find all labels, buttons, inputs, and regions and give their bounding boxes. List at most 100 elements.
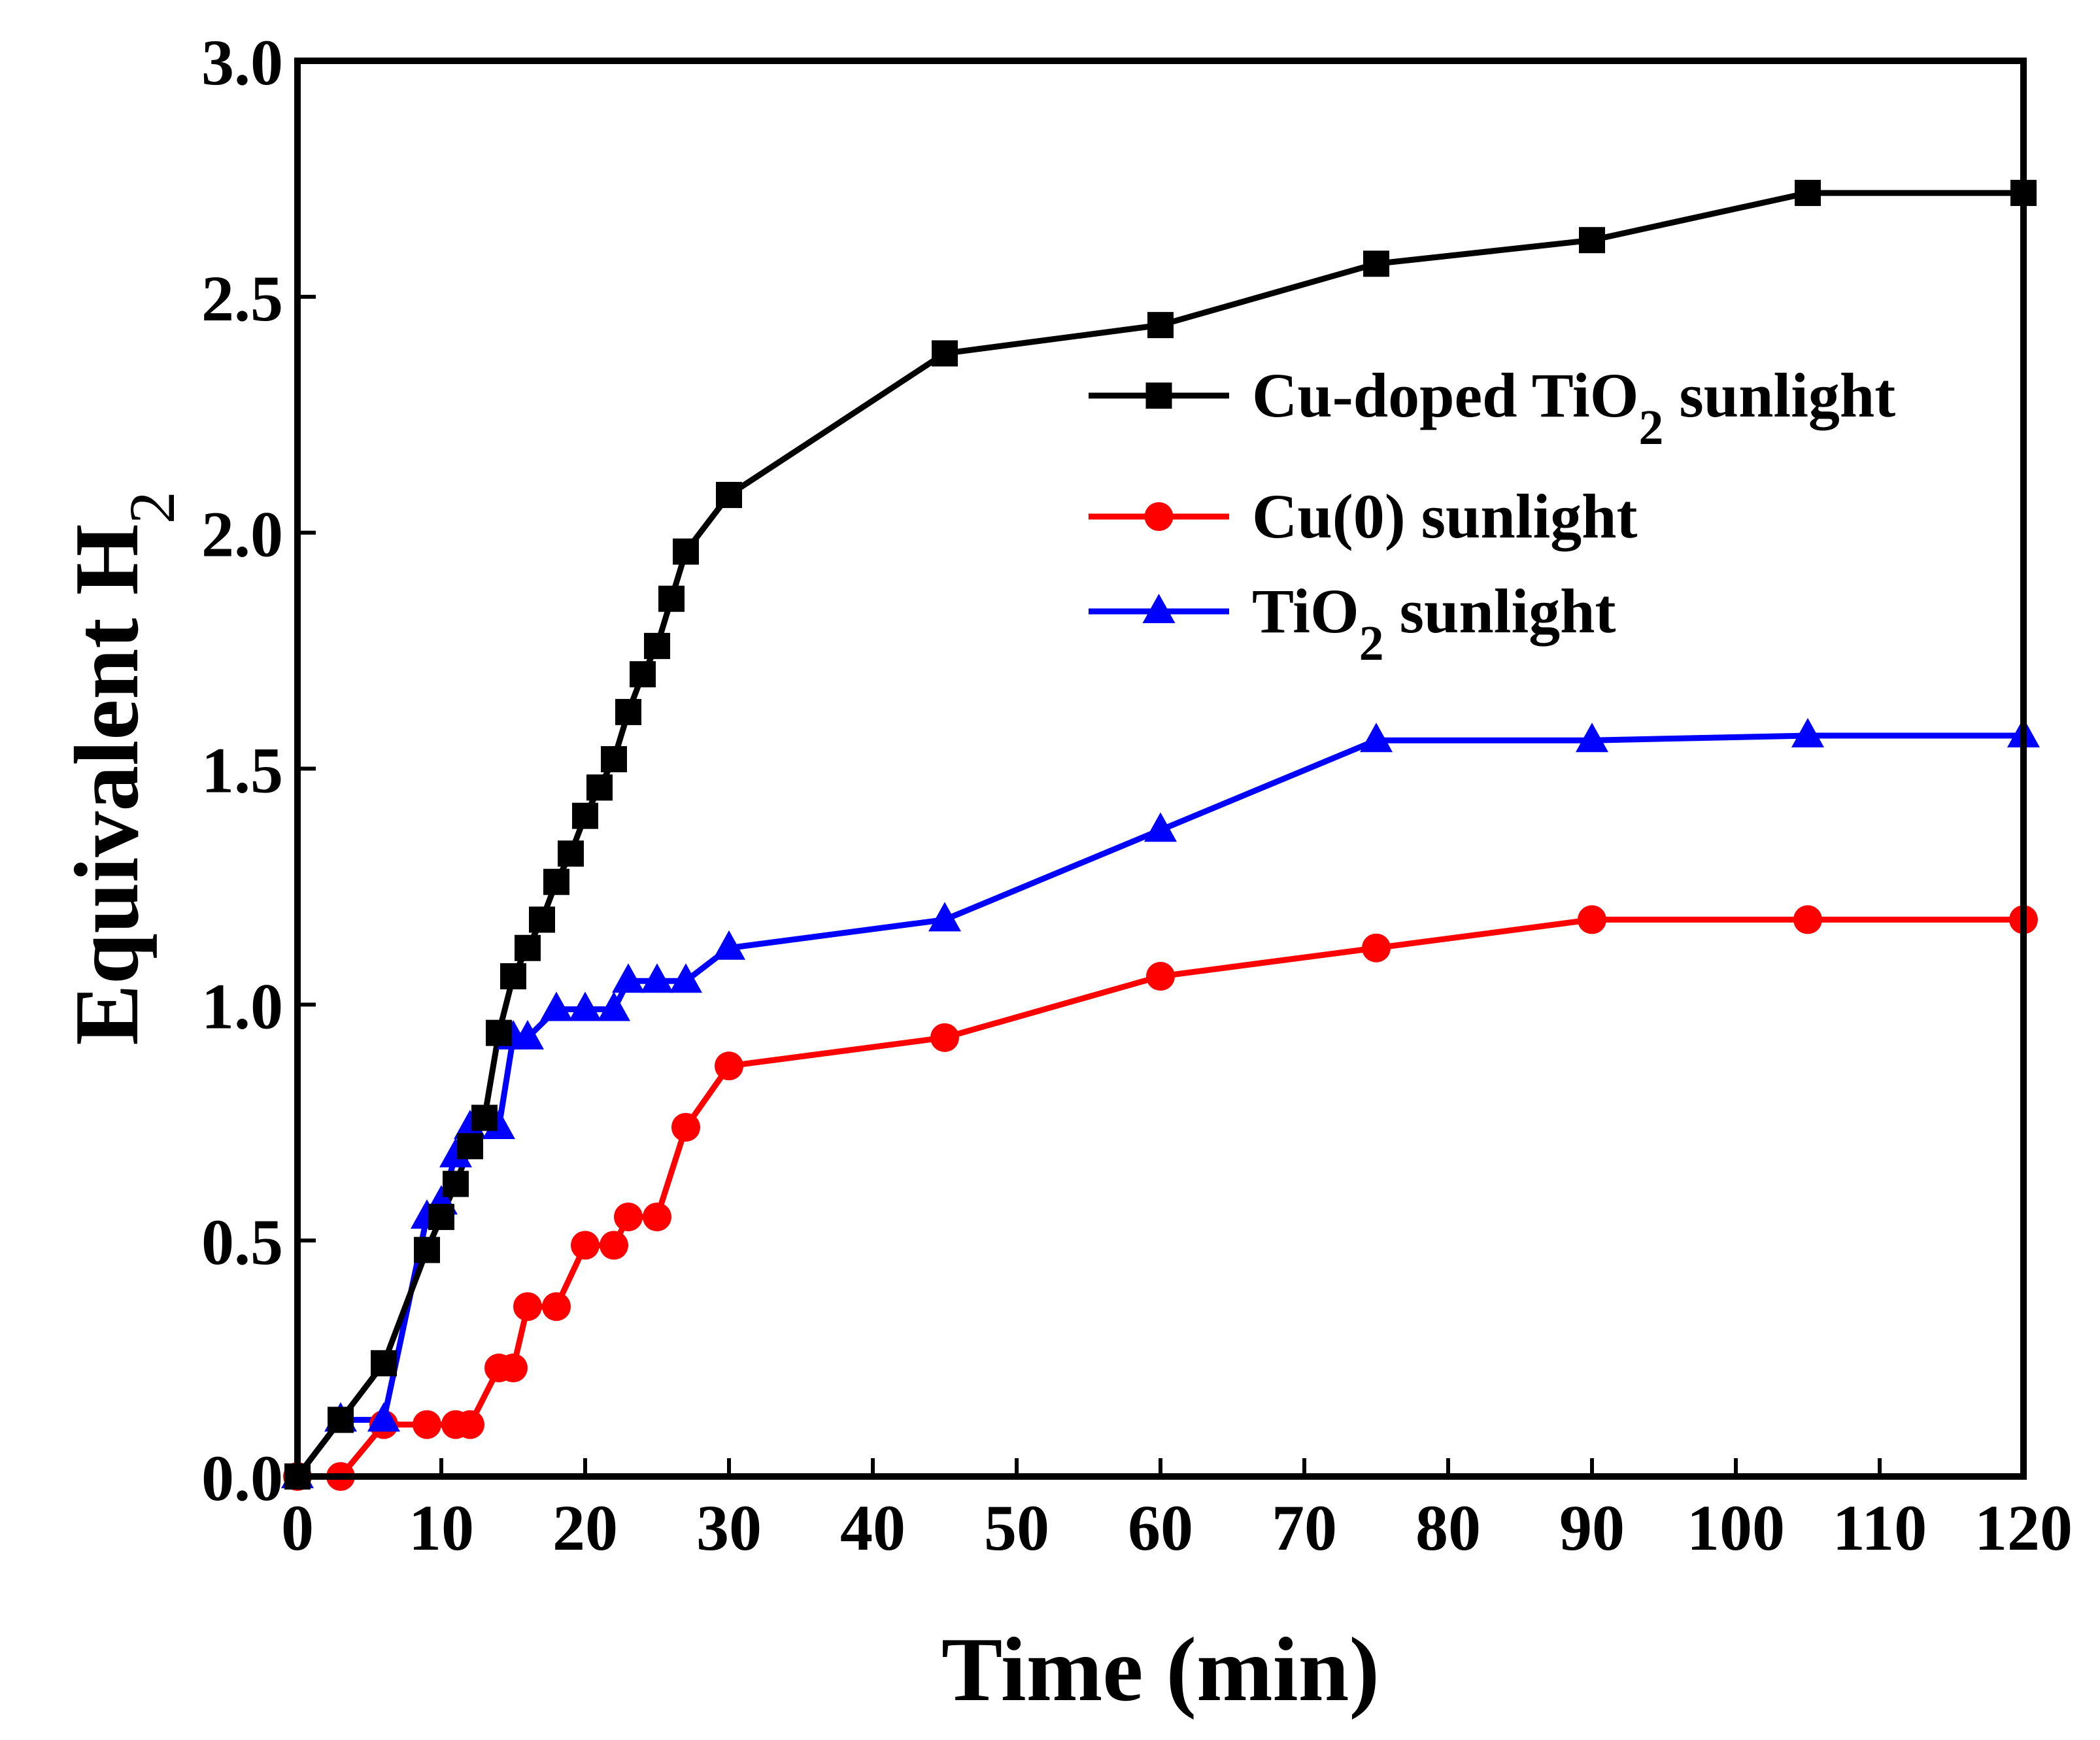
data-point-square (486, 1019, 512, 1046)
data-point-square (572, 802, 598, 829)
series-markers (281, 180, 2040, 1491)
data-point-square (673, 538, 699, 565)
data-point-triangle (669, 963, 702, 993)
data-point-circle (413, 1410, 441, 1439)
data-point-circle (1578, 905, 1606, 934)
data-point-circle (930, 1023, 959, 1052)
legend-marker-square (1145, 383, 1172, 409)
y-axis-label: Equivalent H2 (56, 491, 188, 1045)
data-point-square (1795, 180, 1821, 207)
legend-marker-triangle (1142, 594, 1176, 623)
axis-ticks: 0 10 20 30 40 50 60 70 80 90 100 110 120 0.0 0.5 1.0 1.5… (201, 26, 2073, 1564)
y-tick-label: 2.5 (201, 262, 283, 335)
data-point-circle (643, 1203, 671, 1232)
x-tick-label: 20 (552, 1492, 618, 1564)
data-point-square (1147, 312, 1174, 339)
y-axis-title: Equivalent H2 (56, 491, 188, 1045)
data-point-triangle (483, 1109, 515, 1139)
x-tick-label: 70 (1272, 1492, 1337, 1564)
data-point-circle (600, 1231, 628, 1260)
data-point-square (644, 632, 670, 659)
data-point-triangle (641, 963, 673, 993)
data-point-circle (513, 1292, 542, 1322)
data-point-square (371, 1350, 397, 1376)
x-tick-label: 100 (1687, 1492, 1785, 1564)
data-point-triangle (367, 1402, 400, 1432)
data-point-triangle (1576, 723, 1608, 753)
data-point-square (601, 746, 627, 773)
x-tick-label: 40 (840, 1492, 906, 1564)
y-tick-label: 2.0 (201, 498, 283, 571)
data-point-triangle (713, 930, 745, 960)
x-tick-label: 30 (696, 1492, 762, 1564)
data-point-circle (542, 1292, 571, 1322)
x-tick-label: 50 (984, 1492, 1049, 1564)
data-point-square (515, 934, 541, 961)
data-point-triangle (439, 1138, 472, 1168)
data-point-square (630, 661, 656, 688)
data-point-square (658, 585, 685, 612)
data-point-square (1363, 250, 1389, 277)
y-tick-label: 0.5 (201, 1206, 283, 1278)
data-point-square (457, 1133, 483, 1159)
data-point-square (529, 906, 555, 933)
x-tick-label: 90 (1559, 1492, 1625, 1564)
data-point-triangle (1144, 812, 1177, 842)
data-point-square (500, 963, 526, 990)
data-point-circle (614, 1203, 643, 1232)
data-point-square (558, 840, 584, 867)
x-tick-label: 120 (1974, 1492, 2073, 1564)
legend-label-rest: sunlight (1384, 576, 1616, 646)
data-point-circle (671, 1112, 700, 1142)
data-point-circle (1793, 905, 1822, 934)
legend-label: Cu-doped TiO2 sunlight (1252, 360, 1895, 455)
data-point-triangle (928, 902, 961, 932)
data-point-square (586, 774, 613, 801)
y-axis-label-main: Equivalent H (56, 524, 158, 1045)
x-axis-label: Time (min) (941, 1619, 1380, 1720)
data-point-square (615, 698, 641, 725)
data-point-triangle (540, 991, 573, 1021)
legend-label-subscript: 2 (1359, 616, 1384, 671)
data-point-circle (715, 1051, 743, 1081)
data-point-triangle (1791, 717, 1824, 747)
legend-label-main: Cu-doped TiO (1252, 360, 1638, 430)
data-point-square (443, 1170, 469, 1197)
data-point-square (414, 1237, 440, 1263)
data-point-square (1579, 227, 1605, 254)
legend-label-main: TiO (1252, 576, 1359, 646)
data-point-square (543, 868, 569, 895)
data-point-circle (571, 1231, 600, 1260)
data-point-triangle (569, 991, 601, 1021)
legend-marker-circle (1144, 502, 1174, 531)
y-tick-label: 0.0 (201, 1442, 283, 1514)
data-point-circle (456, 1410, 484, 1439)
data-point-square (428, 1204, 454, 1231)
data-point-triangle (1360, 723, 1393, 753)
x-tick-label: 110 (1833, 1492, 1927, 1564)
legend-label-subscript: 2 (1638, 400, 1663, 455)
legend-label: Cu(0) sunlight (1252, 481, 1638, 551)
legend-label-rest: sunlight (1663, 360, 1895, 430)
y-tick-label: 1.5 (201, 734, 283, 807)
x-tick-label: 80 (1415, 1492, 1481, 1564)
data-point-square (471, 1104, 498, 1131)
x-tick-label: 0 (281, 1492, 314, 1564)
y-tick-label: 1.0 (201, 970, 283, 1042)
data-point-square (716, 481, 742, 508)
plot-frame (294, 58, 2027, 1480)
data-point-triangle (511, 1019, 544, 1049)
legend-label: TiO2 sunlight (1252, 576, 1616, 671)
data-point-circle (1362, 933, 1391, 963)
data-point-square (328, 1407, 354, 1433)
series-line-triangle (295, 732, 2024, 1478)
data-point-triangle (612, 963, 645, 993)
x-axis-title: Time (min) (941, 1619, 1380, 1720)
y-tick-label: 3.0 (201, 26, 283, 99)
data-point-triangle (454, 1109, 486, 1139)
data-point-square (932, 340, 958, 367)
data-point-triangle (598, 991, 630, 1021)
x-tick-label: 10 (409, 1492, 474, 1564)
